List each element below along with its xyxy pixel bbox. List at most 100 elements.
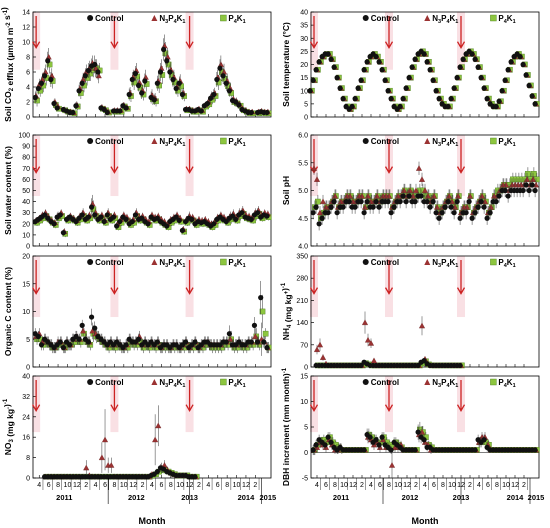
control-point (325, 434, 331, 440)
control-point (145, 221, 151, 227)
control-point (496, 98, 502, 104)
legend-n: N (159, 137, 165, 146)
control-point (35, 85, 41, 92)
x-month-label: 2 (84, 482, 88, 489)
legend-k: K (177, 137, 183, 146)
control-point (208, 95, 214, 101)
y-axis-label-part: 3 (9, 439, 15, 443)
control-point (170, 76, 176, 83)
x-month-label: 2 (414, 482, 418, 489)
control-point (248, 216, 254, 222)
control-point (409, 64, 415, 70)
control-point (79, 80, 85, 86)
fertilization-arrowhead (32, 404, 41, 412)
control-point (331, 64, 337, 70)
n3p4k1-point (346, 192, 354, 199)
control-point (358, 77, 364, 83)
control-point (211, 221, 217, 227)
control-point (104, 212, 110, 218)
legend-p-sub: 4 (174, 142, 178, 148)
control-point (478, 199, 484, 205)
control-point (129, 218, 135, 225)
y-axis-label: DBH increment (mm month)-1 (281, 367, 291, 486)
x-month-label: 8 (333, 482, 337, 489)
control-point (337, 85, 343, 91)
control-point (189, 216, 195, 222)
legend-k-sub: 1 (513, 263, 516, 269)
legend-k-sub: 1 (513, 19, 516, 25)
legend-p: P (168, 137, 174, 146)
control-point (73, 103, 79, 109)
control-point (412, 199, 418, 205)
legend-n-marker (424, 15, 431, 21)
y-axis-label: Soil temperature (°C) (281, 22, 291, 107)
control-point (379, 434, 385, 440)
fertilization-arrowhead (185, 404, 194, 412)
control-point (358, 199, 364, 205)
y-axis-label-part: Soil pH (281, 176, 291, 205)
n3p4k1-point (466, 192, 474, 199)
legend-p: P (441, 14, 447, 23)
control-point (173, 214, 179, 220)
legend-p-label: P4K1 (228, 258, 245, 269)
control-point (60, 230, 67, 236)
y-axis-label-part: Soil CO (3, 91, 13, 122)
y-axis-label: Soil water content (%) (3, 146, 13, 235)
n3p4k1-point (313, 176, 321, 182)
y-tick-label: 40 (22, 199, 30, 206)
control-point (502, 187, 508, 194)
control-point (352, 204, 358, 210)
n3p4k1-point (319, 198, 327, 205)
control-point (79, 322, 85, 328)
legend-n-sub: 3 (438, 19, 441, 25)
legend-p: P (168, 378, 174, 387)
n3p4k1-point (80, 327, 87, 334)
control-point (67, 342, 73, 348)
legend-k: K (177, 378, 183, 387)
n3p4k1-point (523, 176, 531, 182)
control-point (472, 56, 478, 62)
legend-k: K (237, 378, 243, 387)
control-point (505, 193, 511, 199)
x-month-label: 6 (324, 482, 328, 489)
legend-control-label: Control (371, 137, 399, 146)
control-point (89, 204, 95, 210)
y-tick-label: 0 (304, 365, 308, 372)
x-month-label: 2 (522, 482, 526, 489)
y-tick-label: 90 (22, 144, 30, 151)
legend-n-label: N3P4K1 (432, 137, 458, 148)
x-month-label: 2 (360, 482, 364, 489)
control-point (151, 97, 157, 103)
control-point (349, 103, 355, 110)
control-point (385, 199, 391, 205)
control-point (254, 210, 261, 216)
legend-control-label: Control (95, 14, 123, 23)
control-point (418, 193, 424, 199)
legend-control-marker (362, 138, 369, 144)
control-point (406, 75, 412, 81)
n3p4k1-point (367, 340, 375, 346)
legend-p: P (168, 14, 174, 23)
legend-n-label: N3P4K1 (432, 14, 458, 25)
legend-p-sub: 4 (446, 142, 450, 148)
series-0 (32, 38, 270, 116)
fertilization-arrowhead (384, 287, 394, 295)
control-point (325, 51, 331, 57)
control-point (466, 199, 472, 205)
y-tick-label: 5.0 (298, 188, 308, 195)
y-tick-label: 280 (296, 276, 308, 283)
y-tick-label: 80 (22, 155, 30, 162)
control-point (258, 295, 264, 301)
legend-n-marker (151, 259, 158, 265)
control-point (157, 69, 164, 75)
legend-control-label: Control (371, 258, 399, 267)
control-point (313, 442, 319, 448)
legend-control-label: Control (95, 378, 123, 387)
series-0 (42, 463, 198, 480)
x-month-label: 2 (197, 482, 201, 489)
control-point (176, 217, 182, 224)
n3p4k1-point (370, 357, 378, 364)
control-point (364, 199, 370, 205)
control-point (239, 210, 245, 216)
control-point (179, 227, 186, 234)
